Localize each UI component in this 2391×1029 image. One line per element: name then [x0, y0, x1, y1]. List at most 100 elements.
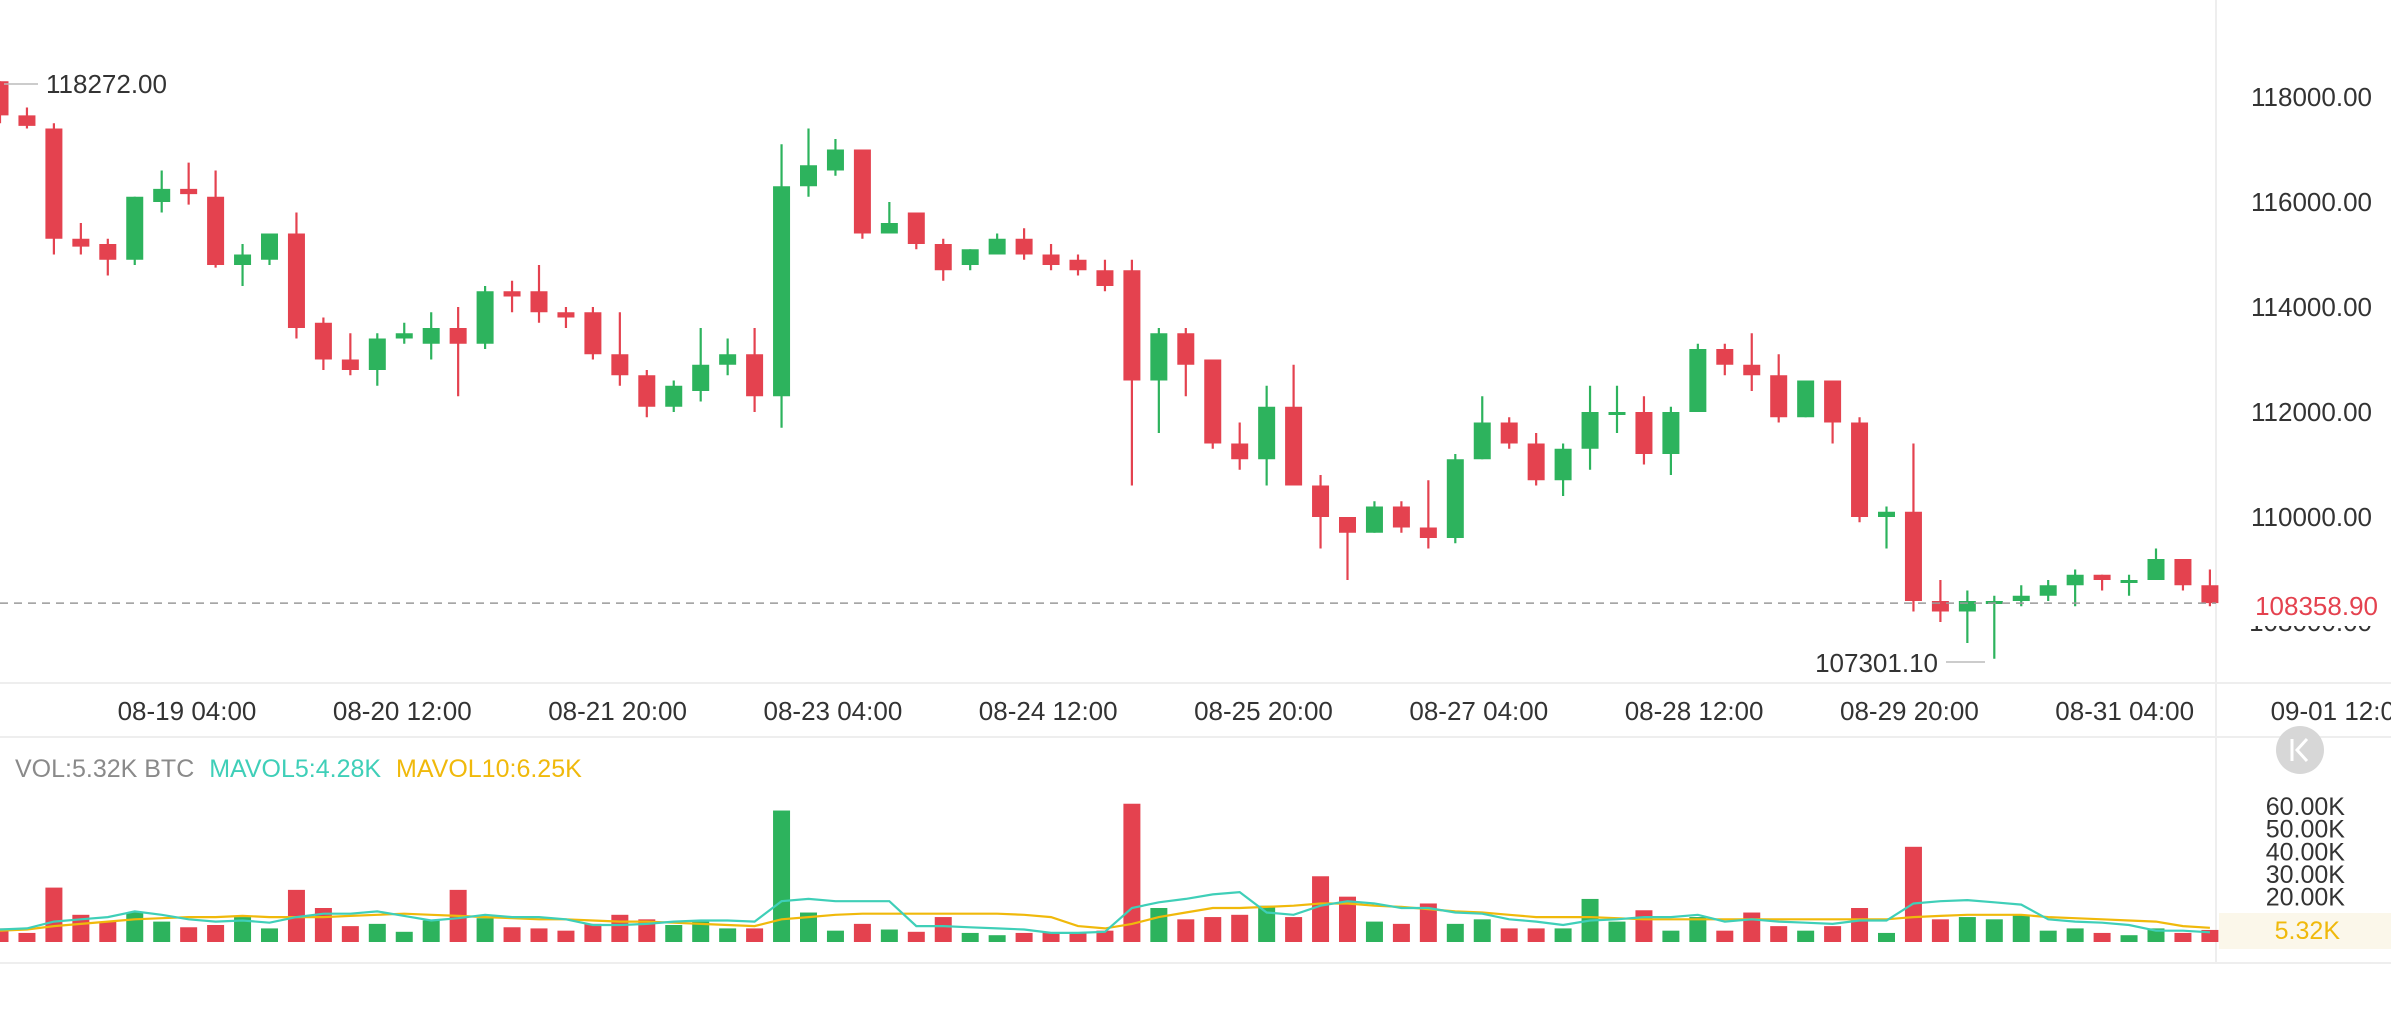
volume-bar — [1365, 921, 1383, 942]
candle-body — [1554, 448, 1572, 481]
volume-bar — [584, 923, 602, 942]
candle-body — [422, 328, 440, 344]
candle-body — [1878, 511, 1895, 517]
volume-bars-layer — [0, 803, 2219, 942]
candle — [126, 196, 144, 265]
candle — [18, 107, 36, 129]
candle-body — [2066, 574, 2084, 586]
candle — [1958, 590, 1976, 643]
candle-body — [1473, 422, 1491, 460]
volume-bar — [126, 912, 144, 942]
volume-bar — [1554, 928, 1572, 942]
volume-bar — [1743, 912, 1761, 942]
volume-bar — [1931, 919, 1949, 942]
candle — [1204, 359, 1222, 449]
candle-body — [692, 364, 710, 391]
volume-bar — [180, 927, 198, 942]
candle — [45, 123, 63, 255]
candle — [880, 202, 898, 234]
candle-body — [557, 312, 575, 318]
candle — [826, 139, 844, 176]
volume-bar — [503, 927, 521, 942]
candle-body — [0, 81, 9, 116]
candle-body — [853, 149, 871, 234]
candle-body — [1123, 270, 1141, 381]
time-tick-label: 08-28 12:00 — [1625, 696, 1764, 726]
candle-body — [1015, 238, 1033, 255]
volume-bar — [1716, 930, 1734, 942]
volume-bar — [961, 932, 979, 942]
volume-bar — [1069, 932, 1087, 942]
candle — [0, 81, 9, 124]
candle-body — [1419, 527, 1437, 538]
volume-bar — [1446, 923, 1464, 942]
volume-bar — [557, 930, 575, 942]
vol-label: VOL:5.32K BTC — [15, 755, 194, 783]
last-price-badge — [2219, 588, 2391, 626]
candle — [1743, 333, 1761, 391]
volume-bar — [530, 928, 548, 942]
mavol5-label: MAVOL5:4.28K — [209, 755, 381, 783]
candle-body — [1931, 601, 1949, 612]
candle-body — [1285, 406, 1303, 486]
volume-bar — [99, 921, 117, 942]
candle-body — [1581, 412, 1599, 449]
candle-body — [476, 291, 494, 344]
candle-body — [234, 254, 252, 265]
candle-body — [1904, 511, 1922, 601]
candle — [1581, 385, 1599, 470]
volume-bar — [1958, 917, 1976, 942]
candle — [180, 162, 198, 205]
volume-bar — [1608, 921, 1626, 942]
candle — [153, 170, 171, 213]
candle — [800, 128, 817, 197]
candle-body — [988, 238, 1006, 255]
time-tick-label: 08-19 04:00 — [118, 696, 257, 726]
candle — [1473, 396, 1491, 460]
candle — [853, 149, 871, 239]
candles-layer — [0, 81, 2219, 659]
volume-bar — [476, 918, 494, 942]
candle-body — [180, 188, 198, 195]
time-tick-label: 08-25 20:00 — [1194, 696, 1333, 726]
go-to-latest-button[interactable] — [2276, 726, 2324, 774]
volume-bar — [1204, 917, 1222, 942]
candle — [1904, 443, 1922, 612]
candle-body — [1662, 412, 1680, 454]
volume-bar — [1339, 896, 1356, 942]
candle — [638, 370, 656, 418]
volume-header: VOL:5.32K BTC MAVOL5:4.28K MAVOL10:6.25K — [15, 755, 582, 783]
candle-body — [961, 249, 979, 265]
volume-bar — [746, 928, 764, 942]
candle — [2147, 548, 2165, 580]
candle-body — [261, 233, 278, 260]
candle — [665, 380, 683, 412]
candle-body — [2093, 574, 2111, 580]
candle — [1878, 506, 1895, 549]
volume-bar — [2120, 935, 2138, 942]
candle — [1312, 475, 1330, 549]
time-tick-label: 09-01 12:00 — [2271, 696, 2391, 726]
candle-body — [1797, 380, 1815, 418]
candle — [1716, 343, 1734, 376]
volume-bar — [692, 921, 710, 942]
volume-bar — [341, 926, 359, 942]
candle — [1931, 580, 1949, 622]
mavol-lines-layer — [0, 890, 2210, 935]
volume-tick-label: 40.00K — [2266, 838, 2346, 866]
candle — [1797, 380, 1815, 418]
candle — [1662, 406, 1680, 475]
candle — [1123, 259, 1141, 486]
candle — [961, 249, 979, 271]
volume-bar — [1689, 917, 1707, 942]
candle — [368, 333, 386, 386]
volume-bar — [395, 931, 413, 942]
candle-body — [1608, 412, 1626, 415]
volume-bar — [1770, 926, 1788, 942]
volume-bar — [2039, 930, 2057, 942]
volume-bar — [1177, 919, 1195, 942]
candle-body — [1339, 517, 1356, 533]
candle — [1500, 417, 1518, 449]
candle — [207, 170, 225, 268]
